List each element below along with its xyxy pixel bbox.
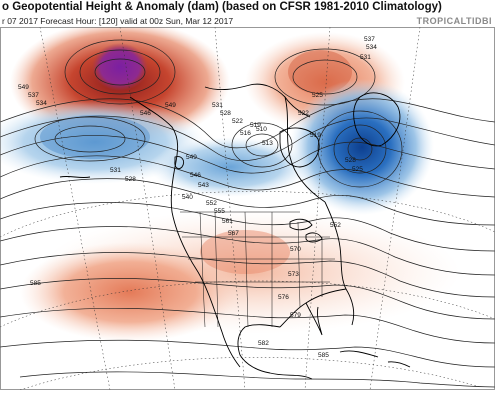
contour-label: 522 bbox=[298, 110, 309, 117]
forecast-info: r 07 2017 Forecast Hour: [120] valid at … bbox=[2, 16, 234, 26]
contour-label: 561 bbox=[222, 218, 233, 225]
coastlines bbox=[59, 83, 411, 380]
contour-label: 525 bbox=[352, 166, 363, 173]
contour-label: 540 bbox=[182, 194, 193, 201]
contour-labels: 549 537 534 531 528 540 543 546 549 552 … bbox=[18, 36, 377, 359]
contour-label: 573 bbox=[288, 271, 299, 278]
contour-label: 522 bbox=[232, 118, 243, 125]
contour-label: 534 bbox=[36, 100, 47, 107]
contour-label: 510 bbox=[256, 126, 267, 133]
contour-label: 537 bbox=[28, 92, 39, 99]
contour-label: 567 bbox=[228, 230, 239, 237]
contour-label: 528 bbox=[125, 176, 136, 183]
contour-label: 516 bbox=[240, 130, 251, 137]
height-contours bbox=[0, 39, 495, 388]
contour-label: 585 bbox=[30, 280, 41, 287]
contour-label: 531 bbox=[212, 102, 223, 109]
contour-label: 549 bbox=[18, 84, 29, 91]
contour-label: 546 bbox=[140, 110, 151, 117]
contour-label: 531 bbox=[360, 54, 371, 61]
contour-label: 519 bbox=[250, 122, 261, 129]
contour-label: 549 bbox=[186, 154, 197, 161]
contour-label: 537 bbox=[364, 36, 375, 43]
contour-label: 582 bbox=[258, 340, 269, 347]
contour-label: 576 bbox=[278, 294, 289, 301]
contour-label: 549 bbox=[165, 102, 176, 109]
brand-logo: TROPICALTIDBI bbox=[416, 16, 492, 26]
contour-label: 531 bbox=[110, 167, 121, 174]
contour-label: 570 bbox=[290, 246, 301, 253]
anomaly-shading bbox=[0, 27, 460, 342]
graticule bbox=[0, 27, 495, 390]
state-borders bbox=[180, 211, 335, 328]
contour-label: 579 bbox=[290, 312, 301, 319]
contour-label: 552 bbox=[330, 222, 341, 229]
map-title: o Geopotential Height & Anomaly (dam) (b… bbox=[2, 1, 442, 13]
contour-label: 546 bbox=[190, 172, 201, 179]
contour-label: 555 bbox=[214, 208, 225, 215]
contour-label: 552 bbox=[206, 200, 217, 207]
contour-label: 525 bbox=[312, 92, 323, 99]
contour-label: 519 bbox=[310, 132, 321, 139]
contour-label: 528 bbox=[220, 110, 231, 117]
contour-label: 534 bbox=[366, 44, 377, 51]
contour-label: 528 bbox=[345, 157, 356, 164]
contour-label: 513 bbox=[262, 140, 273, 147]
contour-label: 543 bbox=[198, 182, 209, 189]
anomaly-map: 549 537 534 531 528 540 543 546 549 552 … bbox=[0, 27, 495, 390]
contour-label: 585 bbox=[318, 352, 329, 359]
